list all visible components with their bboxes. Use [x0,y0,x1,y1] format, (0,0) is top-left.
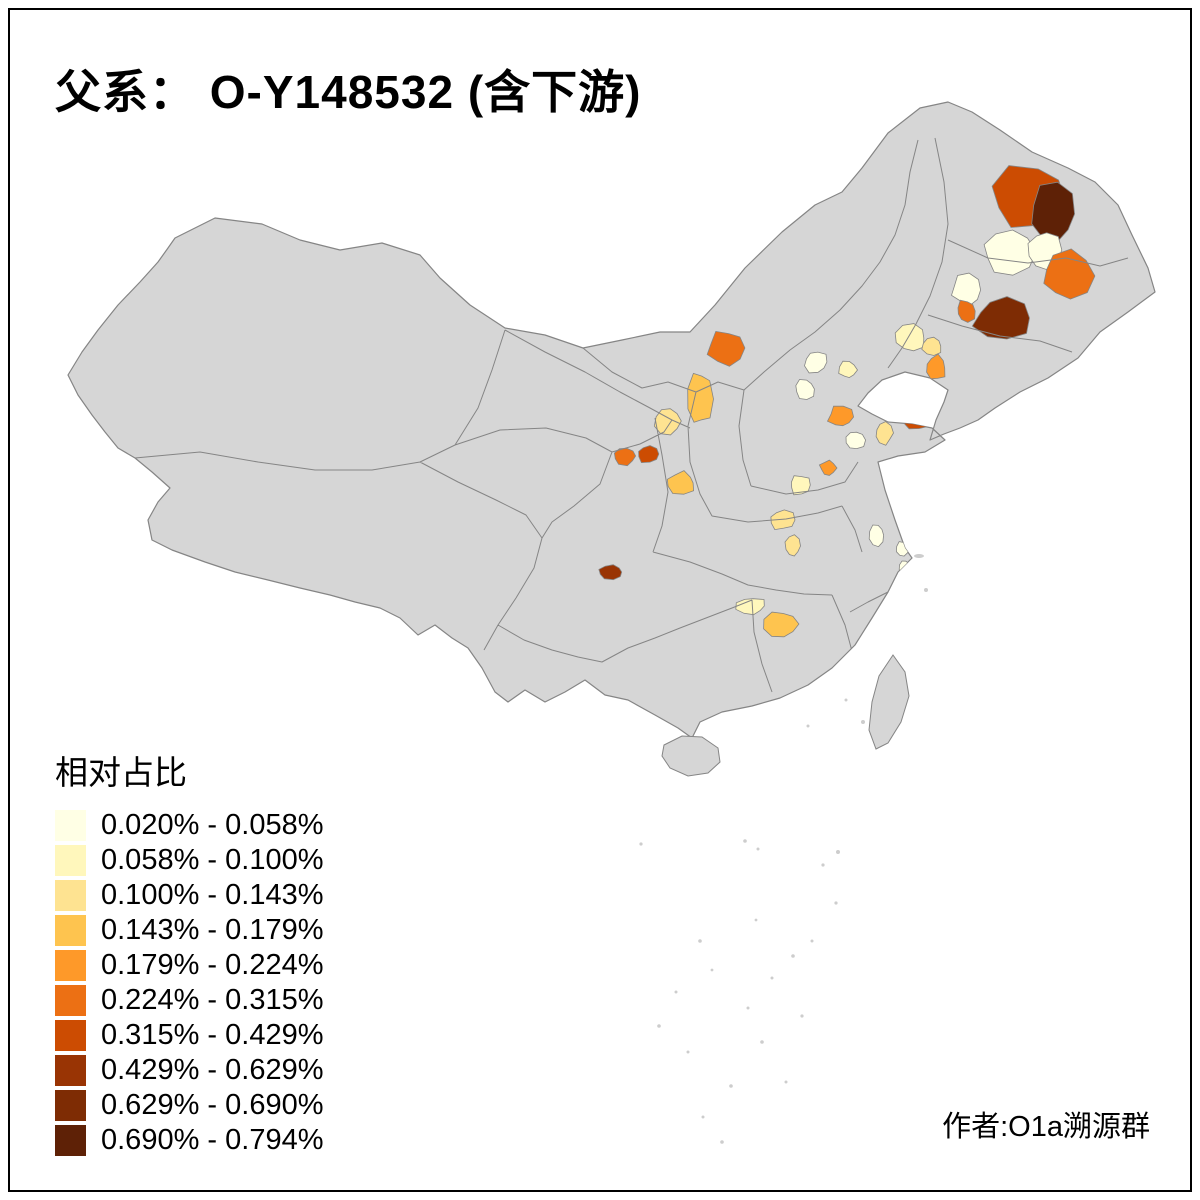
legend-swatch [55,1020,86,1051]
highlighted-prefecture [638,445,660,464]
highlighted-prefecture [838,360,858,379]
highlighted-prefecture [921,336,942,356]
legend-label: 0.143% - 0.179% [101,914,324,946]
legend-label: 0.315% - 0.429% [101,1019,324,1051]
legend-label: 0.179% - 0.224% [101,949,324,981]
highlighted-prefecture [875,421,894,446]
highlighted-prefecture [687,372,714,423]
highlighted-prefecture [613,447,637,467]
legend-swatch [55,1125,86,1156]
highlighted-prefecture [903,411,933,430]
legend-rows: 0.020% - 0.058% 0.058% - 0.100% 0.100% - 0… [55,809,324,1156]
china-mainland-outline [67,101,1156,739]
legend-label: 0.690% - 0.794% [101,1124,324,1156]
highlighted-prefecture [926,353,946,380]
legend-swatch [55,1090,86,1121]
legend-row: 0.058% - 0.100% [55,844,324,876]
legend-swatch [55,985,86,1016]
legend-title: 相对占比 [55,754,187,791]
highlighted-prefecture [795,379,815,400]
highlighted-prefecture [983,229,1037,276]
highlighted-prefecture [818,459,838,476]
hainan-island [661,735,721,777]
province-borders [134,137,1129,693]
legend-swatch [55,915,86,946]
highlighted-prefecture [790,475,811,496]
legend-swatch [55,880,86,911]
legend-label: 0.429% - 0.629% [101,1054,324,1086]
legend-row: 0.629% - 0.690% [55,1089,324,1121]
legend-row: 0.020% - 0.058% [55,809,324,841]
highlighted-prefecture [951,272,982,307]
legend-label: 0.224% - 0.315% [101,984,324,1016]
highlighted-prefecture [845,431,867,450]
highlighted-prefecture [804,351,828,374]
legend-row: 0.143% - 0.179% [55,914,324,946]
legend-swatch [55,950,86,981]
legend-row: 0.315% - 0.429% [55,1019,324,1051]
legend-label: 0.058% - 0.100% [101,844,324,876]
highlighted-prefecture [784,534,801,557]
highlighted-prefectures-layer [598,165,1096,638]
highlighted-prefecture [898,560,912,574]
plot-title: 父系： O-Y148532 (含下游) [55,66,642,118]
south-china-sea-islands [639,554,928,1144]
legend-swatch [55,810,86,841]
legend-row: 0.179% - 0.224% [55,949,324,981]
legend-swatch [55,845,86,876]
author-credit: 作者:O1a溯源群 [942,1111,1150,1143]
legend-label: 0.629% - 0.690% [101,1089,324,1121]
highlighted-prefecture [763,611,800,638]
highlighted-prefecture [868,524,885,548]
highlighted-prefecture [598,564,623,581]
highlighted-prefecture [1031,181,1076,243]
highlighted-prefecture [826,405,855,427]
legend-label: 0.100% - 0.143% [101,879,324,911]
highlighted-prefecture [706,330,746,367]
legend-label: 0.020% - 0.058% [101,809,324,841]
legend-row: 0.429% - 0.629% [55,1054,324,1086]
taiwan-island [868,654,910,750]
highlighted-prefecture [894,323,925,352]
highlighted-prefecture [666,470,695,495]
legend-row: 0.224% - 0.315% [55,984,324,1016]
legend-swatch [55,1055,86,1086]
highlighted-prefecture [971,296,1030,340]
legend: 相对占比 0.020% - 0.058% 0.058% - 0.100% 0.100… [55,746,323,1160]
legend-row: 0.100% - 0.143% [55,879,324,911]
legend-row: 0.690% - 0.794% [55,1124,324,1156]
highlighted-prefecture [957,299,976,323]
